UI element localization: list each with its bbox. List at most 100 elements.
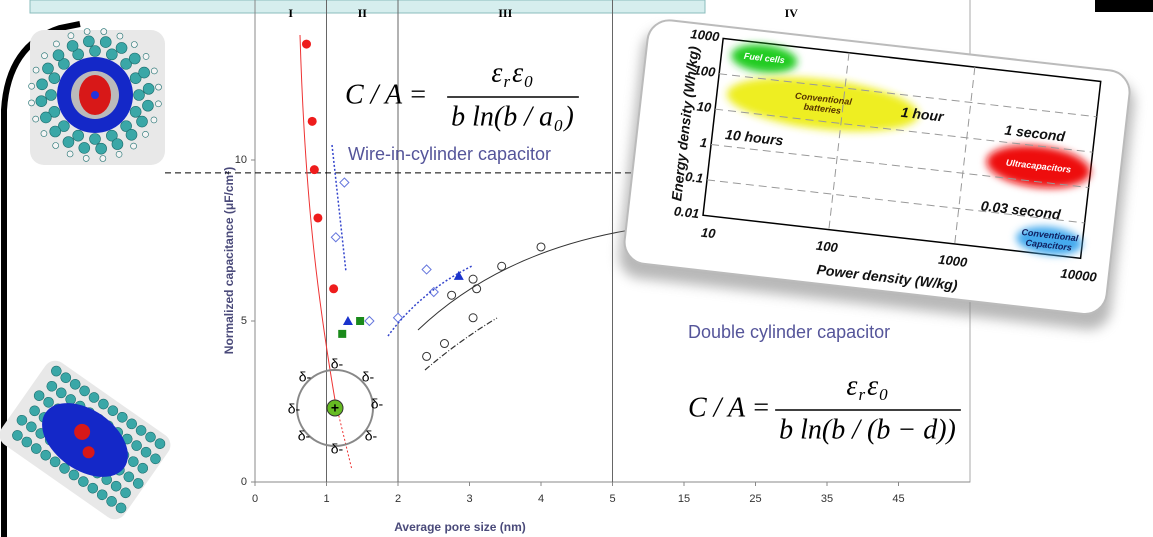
ion [326, 399, 344, 417]
x-tick-label: 10 [700, 225, 717, 242]
y-axis-title: Normalized capacitance (μF/cm²) [222, 167, 236, 354]
atom [40, 111, 52, 124]
region [731, 44, 798, 73]
atom [106, 48, 118, 61]
equation-subscript: r [503, 72, 510, 91]
equation-text: ε [512, 57, 523, 88]
atom [132, 478, 144, 489]
data-point [439, 339, 449, 349]
data-point [313, 213, 323, 223]
data-point [472, 284, 482, 294]
atom [52, 142, 59, 149]
annotation: Wire-in-cylinder capacitor [348, 144, 551, 164]
atom [128, 456, 139, 467]
atom [72, 129, 84, 142]
atom [78, 142, 91, 154]
atom [89, 133, 101, 145]
atom [106, 129, 118, 142]
data-point [329, 284, 339, 294]
atom [36, 78, 48, 91]
region-label: I [288, 6, 293, 20]
atom [96, 489, 108, 501]
atom [48, 106, 61, 118]
atom [40, 130, 48, 137]
fit-black [417, 229, 631, 331]
region-label: IV [785, 6, 799, 20]
charge-label: δ- [331, 356, 344, 372]
atom [133, 89, 145, 101]
x-tick-label: 0 [252, 493, 258, 505]
x-tick-label: 25 [749, 493, 761, 505]
charge-label: δ- [371, 396, 384, 412]
equation-text: b ln(b / a [451, 101, 553, 132]
x-tick-label: 45 [892, 493, 904, 505]
atom [16, 414, 28, 426]
equation-text: ε [867, 370, 878, 401]
data-point [497, 261, 507, 271]
atom [32, 66, 40, 74]
atom [48, 72, 61, 84]
y-tick-label: 5 [241, 315, 247, 327]
atom [66, 40, 79, 52]
x-tick-label: 100 [815, 238, 839, 255]
atom [62, 136, 75, 148]
atom [51, 365, 62, 377]
atom [66, 150, 74, 158]
atom [115, 502, 127, 514]
data-point [447, 290, 457, 300]
atom [129, 72, 142, 84]
atom [67, 32, 75, 39]
time-annotation: 1 second [1004, 122, 1067, 145]
atom [30, 443, 42, 454]
region [1016, 226, 1083, 256]
x-tick-label: 3 [466, 493, 472, 505]
fit-red [299, 34, 336, 401]
x-tick-label: 15 [678, 493, 690, 505]
y-tick-label: 1000 [690, 26, 721, 44]
atom [33, 390, 45, 401]
atom [138, 66, 150, 79]
atom [116, 32, 124, 40]
equation-text: b ln(b / (b − d)) [779, 414, 956, 445]
data-point [428, 286, 439, 298]
x-axis-title: Average pore size (nm) [394, 520, 526, 534]
atom [120, 120, 132, 132]
atom [150, 453, 161, 465]
atom [155, 83, 162, 91]
atom [45, 89, 57, 101]
atom [12, 430, 23, 441]
atom [128, 52, 141, 65]
atom [40, 449, 51, 461]
atom [58, 120, 70, 132]
equation-lhs: C / A = [688, 392, 770, 423]
equation-subscript: 0 [524, 72, 533, 91]
atom [55, 387, 67, 399]
fit-black-dashdot [424, 317, 498, 371]
atom [142, 53, 150, 60]
data-point [468, 274, 478, 284]
region-label: Fuel cells [743, 51, 785, 66]
time-annotation: 10 hours [724, 126, 784, 149]
atom [28, 99, 35, 107]
ion [91, 91, 99, 99]
atom [106, 496, 117, 507]
atom [26, 421, 37, 433]
atom [142, 131, 149, 138]
x-tick-label: 10000 [1060, 266, 1098, 285]
y-tick-label: 100 [693, 62, 717, 79]
data-point [309, 165, 319, 175]
atom [49, 125, 62, 138]
atom [83, 35, 95, 48]
data-point [339, 177, 350, 188]
atom [99, 36, 112, 48]
atom [29, 405, 40, 417]
atom [41, 52, 48, 59]
atom [131, 41, 138, 48]
charge-label: δ- [362, 369, 375, 385]
data-point [330, 232, 342, 243]
atom [98, 398, 109, 410]
x-tick-label: 5 [609, 493, 615, 505]
atom [120, 58, 132, 70]
